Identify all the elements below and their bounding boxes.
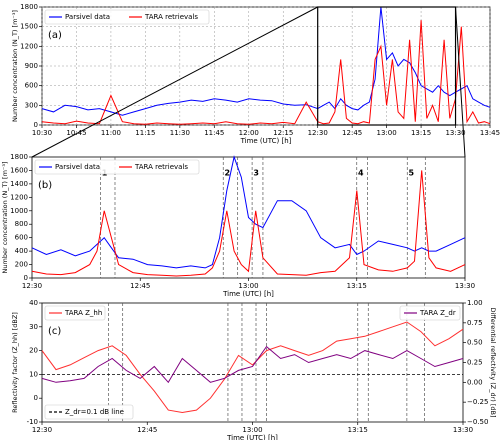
event-label: 2 (224, 169, 230, 178)
y2-tick-label: 0.00 (467, 378, 483, 386)
zoom-connector (455, 6, 466, 158)
legend-label: Parsivel data (65, 13, 110, 21)
legend-label: TARA retrievals (144, 13, 198, 21)
y-tick-label: 1200 (20, 42, 38, 50)
x-tick-label: 12:30 (308, 129, 328, 137)
x-tick-label: 13:00 (377, 129, 397, 137)
series-line (31, 155, 466, 269)
x-tick-label: 13:30 (455, 282, 475, 290)
y-tick-label: -10 (27, 418, 38, 426)
legend-box (44, 9, 210, 25)
y-tick-label: 1800 (20, 3, 38, 11)
x-tick-label: 11:15 (135, 129, 155, 137)
y-tick-label: 30 (29, 323, 38, 331)
y-tick-label: 0 (34, 121, 38, 129)
y-tick-label: 200 (15, 261, 28, 269)
y-tick-label: 1800 (10, 153, 28, 161)
y2-tick-label: 0.75 (467, 319, 483, 327)
series-line (41, 321, 464, 414)
event-label: 4 (358, 169, 364, 178)
x-tick-label: 10:45 (66, 129, 86, 137)
y-tick-label: 40 (29, 299, 38, 307)
y2-axis-label: Differential reflectivity (Z_dr) [dB] (489, 307, 497, 417)
x-tick-label: 13:30 (445, 129, 465, 137)
y-axis-label: Number concentration (N_T) [m⁻³] (11, 10, 19, 122)
x-axis-label: Time (UTC) [h] (226, 434, 278, 440)
y-tick-label: 1500 (20, 23, 38, 31)
x-tick-label: 13:45 (480, 129, 500, 137)
x-tick-label: 11:30 (170, 129, 190, 137)
y-tick-label: 1400 (10, 180, 28, 188)
panel-label: (b) (38, 180, 52, 191)
y-tick-label: 0 (24, 274, 28, 282)
y-tick-label: 800 (15, 220, 28, 228)
event-label: 3 (253, 169, 259, 178)
y2-tick-label: 0.50 (467, 339, 483, 347)
x-tick-label: 13:00 (238, 282, 258, 290)
x-tick-label: 12:45 (130, 282, 150, 290)
zoom-connector (31, 6, 318, 158)
x-tick-label: 12:45 (137, 426, 157, 434)
x-tick-label: 10:30 (32, 129, 52, 137)
legend-label: TARA Z_hh (64, 309, 102, 317)
panel-label: (c) (48, 326, 61, 337)
x-tick-label: 12:45 (342, 129, 362, 137)
y-tick-label: 10 (29, 370, 38, 378)
legend-box (44, 404, 134, 420)
x-tick-label: 12:30 (22, 282, 42, 290)
x-tick-label: 13:15 (411, 129, 431, 137)
panel-label: (a) (48, 30, 62, 41)
x-tick-label: 13:15 (347, 282, 367, 290)
x-tick-label: 13:30 (453, 426, 473, 434)
x-tick-label: 11:45 (204, 129, 224, 137)
legend-label: TARA retrievals (134, 163, 188, 171)
legend-label: Parsivel data (55, 163, 100, 171)
legend-box (34, 159, 200, 175)
y-tick-label: 1000 (10, 207, 28, 215)
event-label: 5 (408, 169, 414, 178)
zoom-box (317, 6, 457, 126)
legend-label: Z_dr=0.1 dB line (65, 408, 124, 416)
x-tick-label: 13:00 (242, 426, 262, 434)
x-tick-label: 11:00 (101, 129, 121, 137)
y2-tick-label: −0.50 (467, 418, 488, 426)
y-axis-label: Number concentration (N_T) [m⁻³] (1, 162, 9, 274)
y-tick-label: 20 (29, 347, 38, 355)
x-axis-label: Time (UTC) [h] (222, 290, 274, 298)
y-tick-label: 300 (25, 101, 38, 109)
y-tick-label: 1600 (10, 166, 28, 174)
series-line (41, 345, 464, 384)
x-tick-label: 12:15 (273, 129, 293, 137)
plot-frame (41, 302, 464, 423)
y2-tick-label: 0.25 (467, 359, 483, 367)
legend-label: TARA Z_dr (419, 309, 456, 317)
y-tick-label: 400 (15, 247, 28, 255)
y-tick-label: 1200 (10, 193, 28, 201)
series-line (41, 20, 491, 125)
y-tick-label: 900 (25, 62, 38, 70)
x-tick-label: 13:15 (348, 426, 368, 434)
y-tick-label: 600 (25, 82, 38, 90)
x-axis-label: Time (UTC) [h] (240, 137, 292, 145)
y2-tick-label: −0.25 (467, 398, 488, 406)
y-axis-label: Reflectivity factor (Z_hh) [dBZ] (11, 312, 19, 413)
x-tick-label: 12:00 (239, 129, 259, 137)
legend-box (44, 305, 106, 321)
series-line (31, 170, 466, 277)
y-tick-label: 600 (15, 234, 28, 242)
x-tick-label: 12:30 (32, 426, 52, 434)
legend-box (399, 305, 461, 321)
y-tick-label: 0 (34, 394, 38, 402)
y2-tick-label: 1.00 (467, 299, 483, 307)
